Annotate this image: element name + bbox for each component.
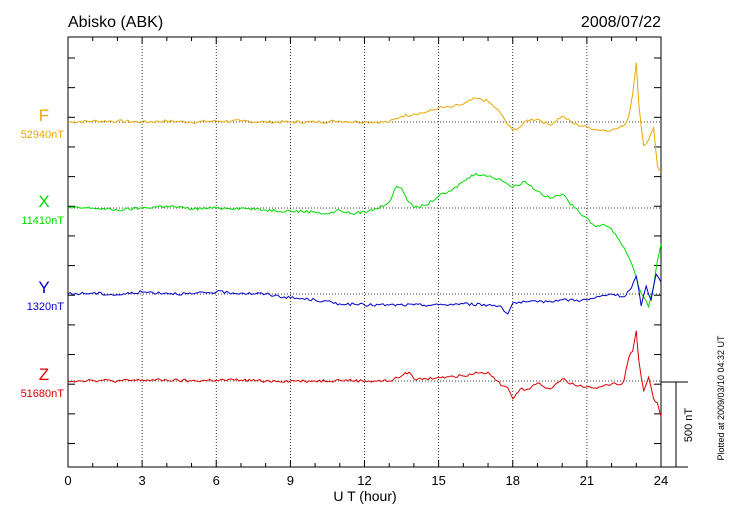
series-line-z	[67, 330, 662, 417]
series-lines	[67, 62, 662, 417]
series-name-z: Z	[39, 365, 49, 384]
series-baseline-z: 51680nT	[21, 388, 65, 400]
x-tick-label: 15	[431, 473, 445, 488]
x-tick-label: 6	[213, 473, 220, 488]
scale-bar-label: 500 nT	[683, 408, 695, 443]
date-title: 2008/07/22	[581, 14, 661, 31]
x-tick-label: 24	[654, 473, 668, 488]
x-tick-label: 18	[506, 473, 520, 488]
x-tick-label: 3	[139, 473, 146, 488]
series-labels: F 52940nT X 11410nT Y 1320nT Z 51680nT	[21, 106, 65, 400]
plotted-timestamp: Plotted at 2009/03/10 04:32 UT	[716, 335, 726, 461]
series-baseline-y: 1320nT	[27, 301, 65, 313]
x-tick-label: 9	[287, 473, 294, 488]
series-line-f	[68, 62, 662, 172]
station-title: Abisko (ABK)	[68, 14, 163, 31]
series-line-x	[67, 172, 662, 309]
series-name-f: F	[39, 106, 49, 125]
series-name-x: X	[38, 192, 49, 211]
x-tick-label: 0	[64, 473, 71, 488]
series-baseline-f: 52940nT	[21, 129, 65, 141]
axis-ticks	[67, 37, 662, 467]
x-tick-label: 21	[580, 473, 594, 488]
x-tick-labels: 0 3 6 9 12 15 18 21 24	[64, 473, 668, 488]
x-tick-label: 12	[357, 473, 371, 488]
series-name-y: Y	[38, 278, 49, 297]
x-axis-label: U T (hour)	[333, 488, 396, 504]
scale-bar: 500 nT	[661, 381, 695, 468]
series-line-y	[67, 272, 662, 315]
series-baseline-x: 11410nT	[21, 215, 64, 227]
